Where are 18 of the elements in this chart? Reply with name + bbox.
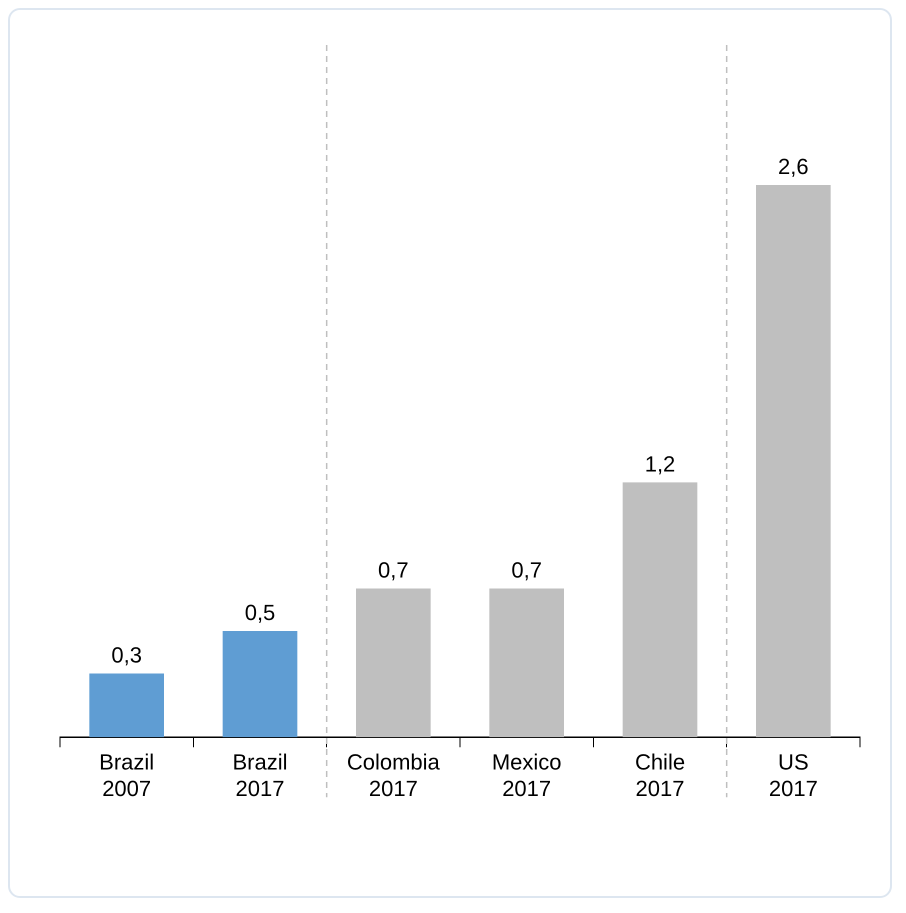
data-label: 0,3 bbox=[111, 642, 142, 668]
bar bbox=[756, 184, 831, 738]
data-label: 0,5 bbox=[244, 600, 276, 626]
x-tick-label: Brazil 2017 bbox=[232, 749, 288, 801]
bar bbox=[356, 588, 431, 738]
data-label: 2,6 bbox=[778, 154, 809, 180]
bar bbox=[222, 631, 298, 738]
bar bbox=[489, 588, 564, 738]
data-label: 0,7 bbox=[378, 558, 409, 583]
x-tick-label: Colombia 2017 bbox=[346, 749, 441, 801]
bar bbox=[622, 482, 698, 738]
data-label: 0,7 bbox=[511, 558, 542, 583]
x-tick-label: Chile 2017 bbox=[634, 749, 686, 801]
bar bbox=[89, 673, 164, 738]
x-tick-label: Mexico 2017 bbox=[492, 749, 562, 801]
x-tick-label: Brazil 2007 bbox=[99, 749, 154, 801]
data-label: 1,2 bbox=[644, 451, 676, 476]
x-tick-label: US 2017 bbox=[768, 749, 818, 801]
